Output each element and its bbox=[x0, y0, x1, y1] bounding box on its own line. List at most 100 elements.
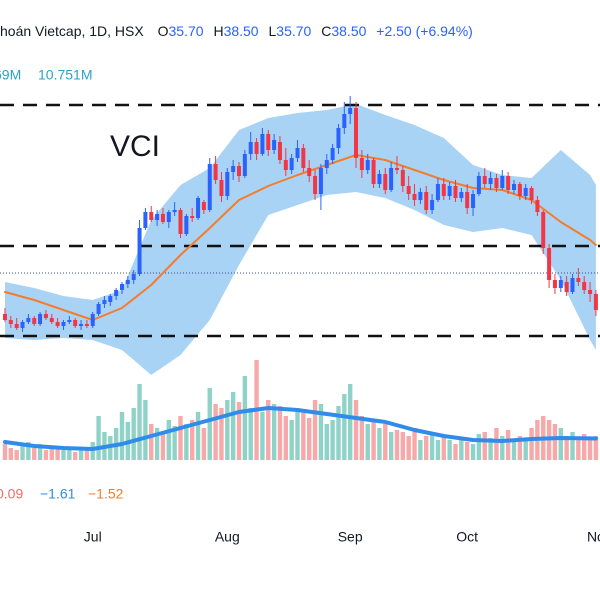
candle-body bbox=[207, 164, 212, 210]
volume-bar bbox=[43, 450, 49, 460]
candle-body bbox=[178, 210, 183, 234]
candle-body bbox=[482, 176, 487, 184]
volume-bar bbox=[172, 426, 177, 460]
volume-bar bbox=[61, 450, 66, 460]
candle-body bbox=[593, 294, 598, 310]
ohlc-key: O bbox=[158, 23, 169, 39]
volume-bar bbox=[49, 448, 54, 460]
candle-body bbox=[371, 160, 376, 184]
volume-bar bbox=[178, 416, 183, 460]
volume-bar bbox=[511, 440, 517, 460]
candle-body bbox=[166, 212, 171, 222]
volume-bar bbox=[353, 400, 359, 460]
volume-bar bbox=[72, 452, 78, 460]
candle-body bbox=[564, 282, 569, 292]
volume-bar bbox=[67, 448, 72, 460]
volume-ma-line bbox=[3, 406, 598, 451]
volume-bar bbox=[359, 416, 365, 460]
volume-bar bbox=[201, 428, 207, 460]
candle-body bbox=[529, 188, 534, 200]
volume-bar bbox=[459, 438, 464, 460]
volume-bar bbox=[429, 432, 435, 460]
volume-bar bbox=[558, 428, 563, 460]
candle-body bbox=[184, 216, 189, 234]
candle-body bbox=[260, 134, 265, 154]
candle-body bbox=[242, 154, 247, 176]
volume-bar bbox=[26, 442, 31, 460]
volume-bar bbox=[277, 406, 283, 460]
candle-body bbox=[558, 280, 563, 288]
candle-body bbox=[119, 284, 124, 290]
candle-body bbox=[447, 186, 452, 196]
candle-body bbox=[336, 128, 341, 148]
candle-body bbox=[365, 160, 370, 170]
candle-body bbox=[231, 166, 236, 172]
macd-label: −1.52 bbox=[88, 486, 124, 502]
candle-body bbox=[73, 320, 78, 326]
volume-bar bbox=[464, 442, 470, 460]
volume-bar bbox=[517, 436, 523, 460]
volume-bar bbox=[307, 418, 312, 460]
candle-body bbox=[488, 178, 493, 184]
volume-bar bbox=[453, 444, 458, 460]
candle-body bbox=[289, 158, 294, 170]
volume-bar bbox=[166, 420, 171, 460]
volume-bar bbox=[271, 404, 277, 460]
candle-body bbox=[8, 320, 13, 324]
candle-body bbox=[277, 142, 282, 160]
volume-bar bbox=[84, 448, 90, 460]
volume-bar bbox=[207, 388, 212, 460]
volume-bar bbox=[482, 432, 487, 460]
candle-body bbox=[506, 176, 511, 190]
volume-bar bbox=[347, 384, 353, 460]
header: hoán Vietcap, 1D, HSX O35.70 H38.50 L35.… bbox=[0, 23, 473, 39]
candle-body bbox=[272, 140, 277, 150]
candle-body bbox=[359, 158, 364, 170]
ohlc-value: 38.50 bbox=[224, 23, 259, 39]
volume-label: 69M bbox=[0, 67, 21, 83]
volume-bar bbox=[312, 400, 318, 460]
volume-bar bbox=[418, 440, 423, 460]
candle-body bbox=[494, 178, 499, 188]
volume-bar bbox=[383, 424, 388, 460]
candle-body bbox=[354, 108, 359, 158]
candle-body bbox=[20, 322, 25, 328]
candle-body bbox=[307, 168, 312, 176]
candle-body bbox=[254, 142, 259, 154]
change: +2.50 (+6.94%) bbox=[376, 23, 473, 39]
candle-body bbox=[500, 176, 505, 188]
volume-bar bbox=[342, 394, 347, 460]
candle-body bbox=[108, 296, 113, 302]
candle-body bbox=[266, 134, 271, 150]
volume-bar bbox=[324, 424, 329, 460]
volume-bar bbox=[160, 432, 166, 460]
candle-body bbox=[248, 142, 253, 154]
volume-bar bbox=[14, 450, 19, 460]
candle-body bbox=[582, 282, 587, 290]
candle-body bbox=[149, 212, 154, 220]
volume-bar bbox=[424, 436, 429, 460]
candle-body bbox=[79, 324, 84, 326]
ma-line bbox=[4, 154, 597, 321]
candle-body bbox=[576, 278, 581, 282]
candle-body bbox=[201, 202, 206, 210]
volume-bar bbox=[318, 404, 324, 460]
candle-body bbox=[523, 188, 528, 196]
candle-body bbox=[552, 280, 557, 288]
volume-bar bbox=[137, 384, 142, 460]
annotation: VCI bbox=[110, 130, 160, 163]
candle-body bbox=[125, 280, 130, 284]
volume-bar bbox=[488, 438, 493, 460]
volume-bar bbox=[225, 400, 230, 460]
volume-bar bbox=[529, 428, 534, 460]
x-tick-label: No bbox=[587, 529, 600, 545]
candle-body bbox=[330, 148, 335, 160]
candle-body bbox=[295, 148, 300, 158]
volume-bar bbox=[570, 432, 575, 460]
candle-body bbox=[114, 290, 119, 296]
x-tick-label: Sep bbox=[338, 529, 363, 545]
candle-body bbox=[313, 176, 318, 194]
volume-bar bbox=[55, 446, 60, 460]
candle-body bbox=[38, 314, 43, 324]
candle-body bbox=[160, 214, 165, 222]
